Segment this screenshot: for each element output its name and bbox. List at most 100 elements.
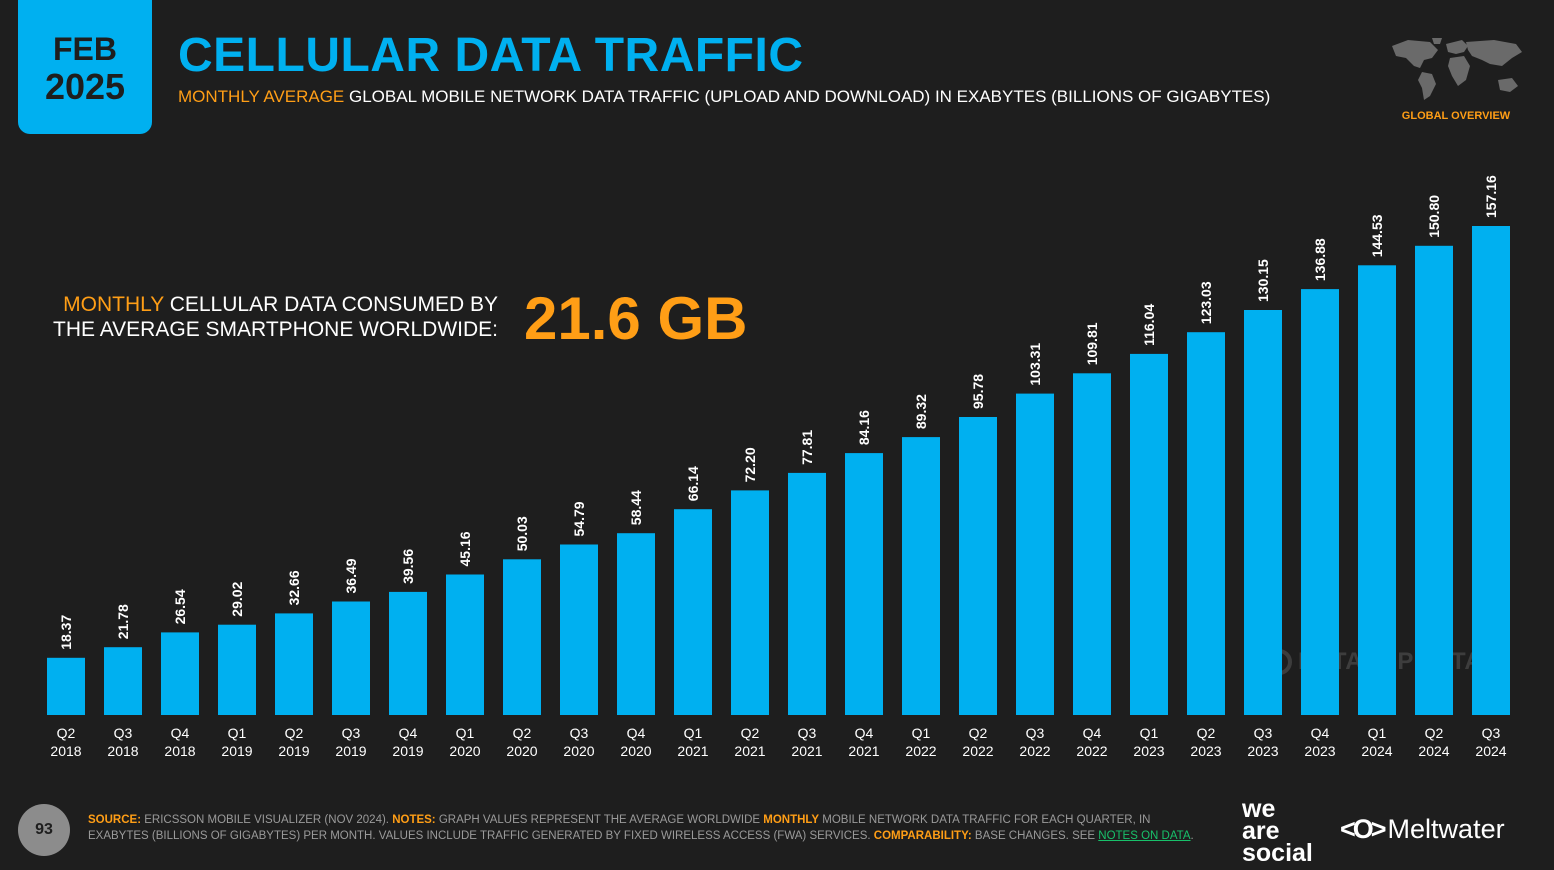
x-tick-quarter: Q4 xyxy=(171,725,190,741)
value-label: 89.32 xyxy=(913,394,929,429)
notes-highlight: MONTHLY xyxy=(763,814,820,826)
bar-q3-2019 xyxy=(332,601,370,715)
bar-q1-2023 xyxy=(1130,353,1168,715)
value-label: 21.78 xyxy=(115,604,131,639)
kpi-value: 21.6 GB xyxy=(524,285,748,352)
notes-on-data-link[interactable]: NOTES ON DATA xyxy=(1098,830,1191,842)
kpi-description: MONTHLY CELLULAR DATA CONSUMED BY THE AV… xyxy=(53,292,498,342)
x-tick-quarter: Q4 xyxy=(1083,725,1102,741)
x-tick-quarter: Q3 xyxy=(1026,725,1045,741)
bar-q3-2024 xyxy=(1472,226,1510,715)
x-tick-year: 2023 xyxy=(1247,743,1278,759)
value-label: 123.03 xyxy=(1198,281,1214,324)
notes-text-a: GRAPH VALUES REPRESENT THE AVERAGE WORLD… xyxy=(435,814,764,826)
subtitle-text: GLOBAL MOBILE NETWORK DATA TRAFFIC (UPLO… xyxy=(344,87,1271,106)
x-tick-quarter: Q2 xyxy=(513,725,532,741)
value-label: 103.31 xyxy=(1027,343,1043,386)
x-tick-quarter: Q4 xyxy=(399,725,418,741)
bar-q4-2018 xyxy=(161,632,199,715)
page-title: CELLULAR DATA TRAFFIC xyxy=(178,29,804,82)
logo-we: we xyxy=(1242,795,1276,823)
x-tick-quarter: Q2 xyxy=(741,725,760,741)
bar-q2-2023 xyxy=(1187,332,1225,715)
x-tick-quarter: Q2 xyxy=(285,725,304,741)
x-tick-year: 2023 xyxy=(1133,743,1164,759)
meltwater-logo: <O> Meltwater xyxy=(1340,812,1505,846)
kpi-line2: THE AVERAGE SMARTPHONE WORLDWIDE: xyxy=(53,318,498,341)
x-tick-year: 2022 xyxy=(962,743,993,759)
x-tick-year: 2021 xyxy=(848,743,879,759)
logo-social: social xyxy=(1242,839,1313,867)
bar-q4-2023 xyxy=(1301,289,1339,715)
x-tick-year: 2021 xyxy=(791,743,822,759)
x-tick-year: 2022 xyxy=(905,743,936,759)
x-tick-quarter: Q1 xyxy=(912,725,931,741)
bar-q1-2019 xyxy=(218,624,256,715)
x-tick-year: 2024 xyxy=(1361,743,1392,759)
bar-q3-2018 xyxy=(104,647,142,715)
x-tick-year: 2020 xyxy=(563,743,594,759)
x-tick-quarter: Q3 xyxy=(1254,725,1273,741)
x-tick-quarter: Q3 xyxy=(114,725,133,741)
logo-are: are xyxy=(1242,817,1280,845)
bar-q2-2021 xyxy=(731,490,769,715)
value-label: 66.14 xyxy=(685,466,701,501)
source-text: ERICSSON MOBILE VISUALIZER (NOV 2024). xyxy=(141,814,393,826)
x-tick-quarter: Q4 xyxy=(855,725,874,741)
value-label: 54.79 xyxy=(571,501,587,536)
bar-q2-2018 xyxy=(47,657,85,715)
value-label: 45.16 xyxy=(457,531,473,566)
source-label: SOURCE: xyxy=(88,814,142,826)
x-tick-quarter: Q4 xyxy=(1311,725,1330,741)
value-label: 136.88 xyxy=(1312,238,1328,281)
x-tick-quarter: Q4 xyxy=(627,725,646,741)
value-label: 109.81 xyxy=(1084,322,1100,365)
bar-q2-2019 xyxy=(275,613,313,715)
kpi-line1: CELLULAR DATA CONSUMED BY xyxy=(163,293,498,316)
value-label: 32.66 xyxy=(286,570,302,605)
value-label: 26.54 xyxy=(172,589,188,624)
x-tick-year: 2023 xyxy=(1190,743,1221,759)
x-tick-quarter: Q3 xyxy=(342,725,361,741)
notes-text-b: MOBILE NETWORK DATA TRAFFIC FOR EACH QUA… xyxy=(88,814,1151,842)
x-tick-year: 2020 xyxy=(449,743,480,759)
x-tick-quarter: Q3 xyxy=(1482,725,1501,741)
value-label: 36.49 xyxy=(343,558,359,593)
x-tick-quarter: Q1 xyxy=(684,725,703,741)
value-label: 84.16 xyxy=(856,410,872,445)
value-label: 157.16 xyxy=(1483,175,1499,218)
x-tick-year: 2024 xyxy=(1475,743,1506,759)
x-tick-year: 2021 xyxy=(734,743,765,759)
x-tick-quarter: Q3 xyxy=(798,725,817,741)
value-label: 130.15 xyxy=(1255,259,1271,302)
bar-q3-2021 xyxy=(788,472,826,715)
page-subtitle: MONTHLY AVERAGE GLOBAL MOBILE NETWORK DA… xyxy=(178,86,1270,108)
value-label: 50.03 xyxy=(514,516,530,551)
bar-q2-2020 xyxy=(503,559,541,715)
x-tick-year: 2021 xyxy=(677,743,708,759)
x-tick-year: 2019 xyxy=(278,743,309,759)
x-tick-year: 2018 xyxy=(50,743,81,759)
x-tick-quarter: Q2 xyxy=(969,725,988,741)
world-map-icon xyxy=(1392,38,1522,100)
kpi-highlight: MONTHLY xyxy=(63,293,164,316)
value-label: 72.20 xyxy=(742,447,758,482)
x-tick-year: 2018 xyxy=(107,743,138,759)
badge-year: 2025 xyxy=(44,66,126,107)
value-label: 144.53 xyxy=(1369,214,1385,257)
value-label: 39.56 xyxy=(400,549,416,584)
bar-q2-2024 xyxy=(1415,245,1453,716)
x-tick-quarter: Q2 xyxy=(57,725,76,741)
bar-q3-2020 xyxy=(560,544,598,715)
section-label: GLOBAL OVERVIEW xyxy=(1401,110,1511,122)
x-tick-quarter: Q2 xyxy=(1425,725,1444,741)
bar-q1-2022 xyxy=(902,437,940,715)
value-label: 95.78 xyxy=(970,374,986,409)
x-tick-quarter: Q1 xyxy=(228,725,247,741)
x-tick-year: 2020 xyxy=(506,743,537,759)
bar-q3-2022 xyxy=(1016,393,1054,715)
footer-end: . xyxy=(1190,830,1194,842)
value-label: 116.04 xyxy=(1141,304,1157,346)
badge-month: FEB xyxy=(53,31,117,67)
